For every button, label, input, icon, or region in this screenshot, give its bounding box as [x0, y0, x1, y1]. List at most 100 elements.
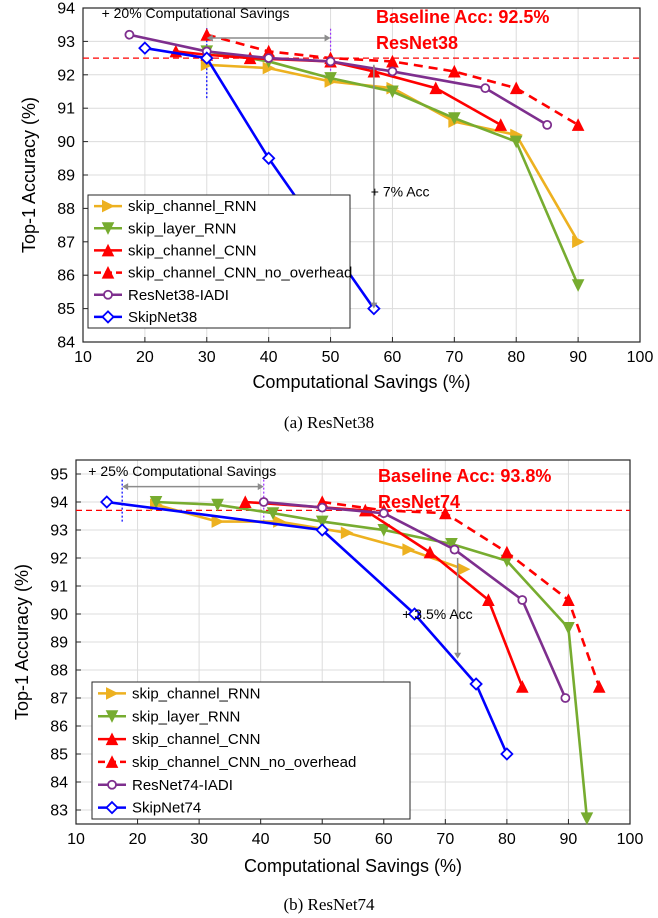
data-point — [377, 524, 391, 537]
legend-label: skip_channel_RNN — [132, 685, 260, 702]
x-tick-label: 30 — [190, 831, 208, 848]
data-point — [562, 622, 575, 635]
x-tick-label: 100 — [627, 349, 654, 366]
x-tick-label: 10 — [74, 349, 92, 366]
arrow-head — [122, 483, 129, 491]
x-tick-label: 60 — [375, 831, 393, 848]
data-point — [509, 81, 523, 95]
x-tick-label: 40 — [260, 349, 278, 366]
y-tick-label: 85 — [50, 747, 68, 764]
data-point — [378, 508, 389, 519]
legend-marker — [105, 755, 119, 768]
x-tick-label: 20 — [136, 349, 154, 366]
data-point — [571, 118, 585, 131]
data-point — [423, 545, 437, 559]
data-point — [200, 51, 214, 65]
annotation: + 20% Computational Savings — [102, 5, 331, 42]
data-point — [457, 562, 471, 576]
x-tick-label: 50 — [322, 349, 340, 366]
legend-box — [87, 194, 351, 329]
legend-marker — [103, 289, 113, 300]
x-axis-label: Computational Savings (%) — [244, 856, 462, 876]
data-point — [317, 502, 328, 513]
arrow-head — [206, 34, 213, 42]
annotation-text: + 25% Computational Savings — [88, 463, 276, 479]
legend-marker — [106, 687, 119, 700]
data-point — [340, 526, 354, 540]
arrow-head — [454, 652, 462, 659]
data-point — [445, 538, 458, 551]
legend-label: SkipNet38 — [128, 309, 197, 326]
data-point — [266, 507, 280, 520]
y-tick-label: 90 — [50, 607, 68, 624]
y-tick-label: 92 — [50, 551, 68, 568]
annotation-text: + 20% Computational Savings — [102, 5, 290, 21]
data-point — [243, 51, 257, 65]
data-point — [592, 680, 606, 693]
data-point — [100, 495, 114, 509]
legend-label: skip_channel_CNN_no_overhead — [128, 265, 352, 282]
legend-marker — [101, 243, 115, 257]
legend-marker — [101, 310, 115, 324]
data-point — [386, 85, 399, 99]
y-axis-label: Top-1 Accuracy (%) — [12, 564, 32, 720]
data-point — [500, 545, 514, 559]
data-point — [325, 56, 336, 67]
x-tick-label: 80 — [498, 831, 516, 848]
data-point — [211, 515, 225, 528]
baseline-model-label: ResNet74 — [378, 492, 460, 512]
series-line — [155, 503, 465, 571]
data-point — [238, 495, 252, 508]
data-point — [448, 64, 461, 78]
legend-label: ResNet74-IADI — [132, 777, 233, 794]
data-point — [261, 151, 276, 166]
y-tick-label: 83 — [50, 803, 68, 820]
x-tick-label: 90 — [569, 349, 587, 366]
baseline-label: Baseline Acc: 92.5% — [376, 7, 549, 27]
figure-caption: (a) ResNet38 — [284, 413, 374, 432]
x-tick-label: 70 — [436, 831, 454, 848]
data-point — [402, 543, 416, 556]
data-point — [211, 498, 224, 512]
y-tick-label: 93 — [57, 34, 75, 51]
data-point — [263, 53, 274, 63]
legend-marker — [101, 222, 115, 235]
legend: skip_channel_RNN skip_layer_RNN skip_chann… — [91, 681, 411, 820]
data-point — [562, 593, 575, 606]
legend-label: SkipNet74 — [132, 800, 201, 817]
series-SkipNet74 — [100, 495, 514, 761]
y-tick-label: 91 — [50, 579, 68, 596]
data-point — [387, 66, 398, 77]
data-point — [500, 747, 514, 761]
data-point — [324, 72, 337, 85]
x-tick-label: 50 — [313, 831, 331, 848]
y-tick-label: 88 — [50, 663, 68, 680]
legend-marker — [105, 710, 119, 723]
annotation: + 3.5% Acc — [402, 558, 473, 659]
legend-label: skip_channel_CNN — [128, 242, 256, 259]
legend-label: skip_layer_RNN — [132, 708, 240, 725]
y-tick-label: 87 — [50, 691, 68, 708]
chart-resnet38: 10 20 30 40 50 60 70 80 90 100 84 85 86 87 88 89 90 91 92 9… — [19, 1, 653, 433]
legend-marker — [101, 265, 115, 279]
y-tick-label: 89 — [57, 168, 75, 185]
y-tick-label: 91 — [57, 101, 75, 118]
y-tick-label: 94 — [50, 495, 68, 512]
legend-marker — [102, 199, 115, 213]
data-point — [515, 680, 529, 693]
data-point — [482, 593, 495, 606]
x-tick-label: 80 — [507, 349, 525, 366]
x-tick-label: 70 — [445, 349, 463, 366]
data-point — [124, 29, 135, 40]
annotation-text: + 3.5% Acc — [402, 606, 472, 622]
y-axis-label: Top-1 Accuracy (%) — [19, 97, 39, 253]
data-point — [517, 595, 528, 605]
baseline-model-label: ResNet38 — [376, 33, 458, 53]
y-tick-label: 84 — [50, 775, 68, 792]
x-axis-label: Computational Savings (%) — [252, 372, 470, 392]
data-point — [149, 496, 163, 509]
data-point — [580, 812, 594, 826]
x-tick-label: 100 — [617, 831, 644, 848]
legend-marker — [105, 732, 119, 746]
